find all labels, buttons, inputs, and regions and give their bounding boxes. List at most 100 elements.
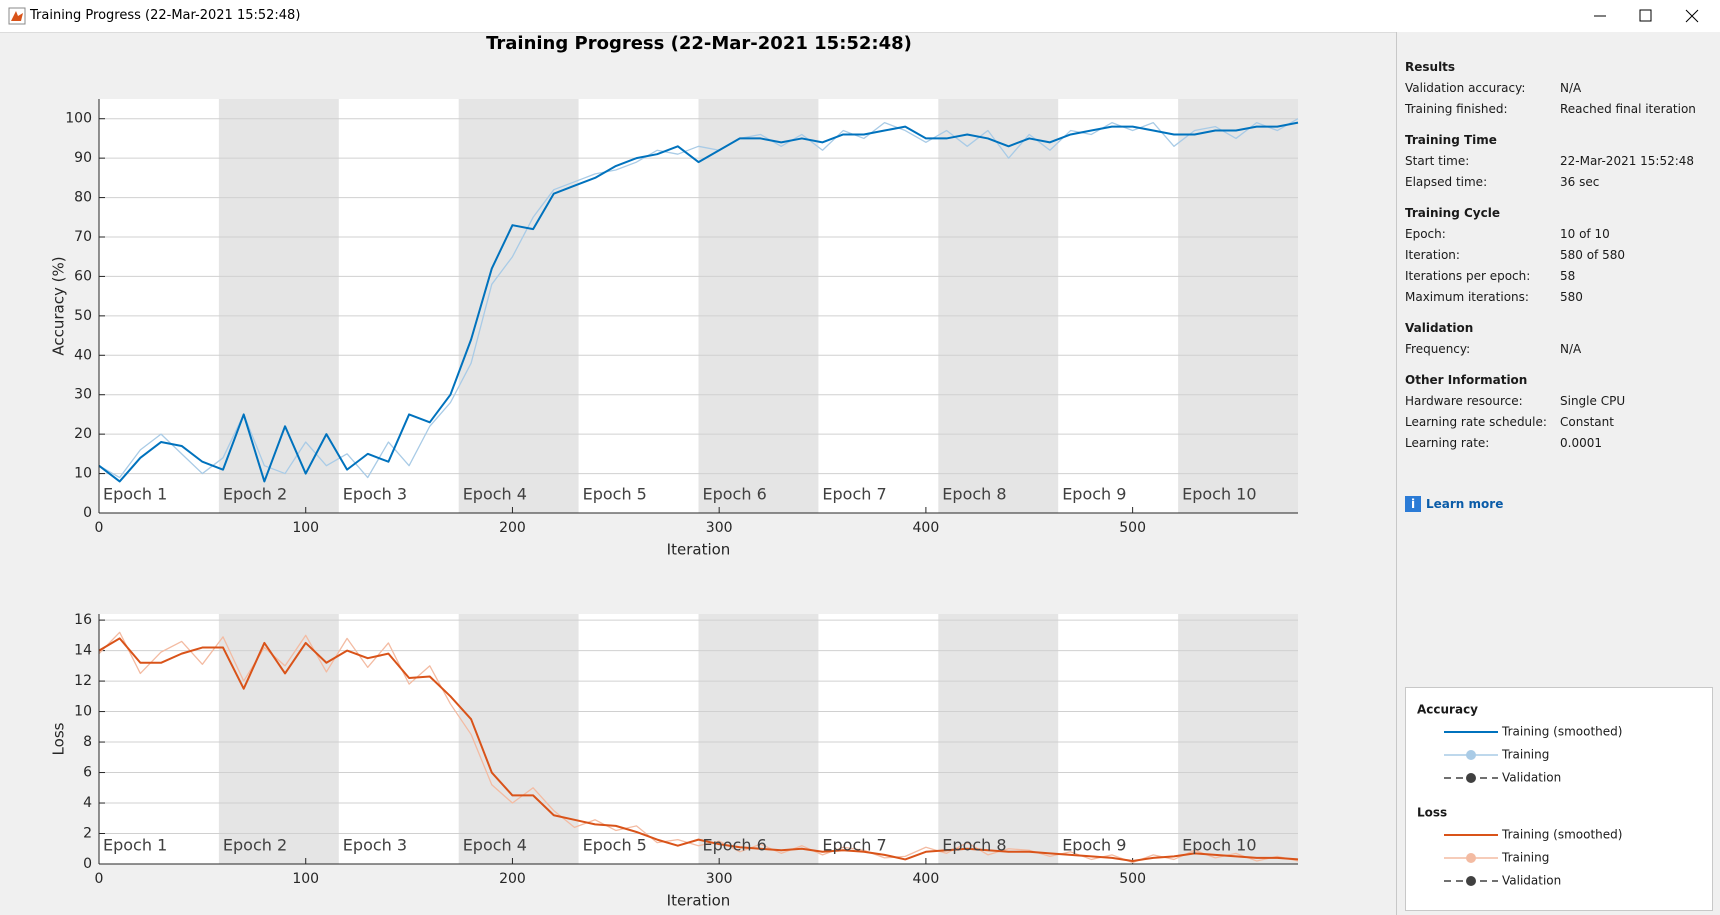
legend-label: Training <box>1501 851 1549 865</box>
y-tick-label: 70 <box>74 229 92 245</box>
x-tick-label: 400 <box>913 520 940 536</box>
field-value: Constant <box>1560 415 1614 429</box>
epoch-band <box>1178 614 1298 864</box>
field-label: Iteration: <box>1405 248 1460 262</box>
field-label: Iterations per epoch: <box>1405 269 1531 283</box>
field-value: Reached final iteration <box>1560 102 1696 116</box>
close-button[interactable] <box>1685 9 1699 23</box>
y-tick-label: 8 <box>83 734 92 750</box>
y-tick-label: 16 <box>74 612 92 628</box>
y-tick-label: 0 <box>83 856 92 872</box>
epoch-label: Epoch 1 <box>103 836 167 855</box>
y-axis-label: Loss <box>50 722 68 755</box>
epoch-label: Epoch 6 <box>703 836 767 855</box>
x-tick-label: 100 <box>292 871 319 887</box>
legend-marker <box>1466 773 1476 783</box>
legend-label: Validation <box>1502 874 1561 888</box>
epoch-label: Epoch 5 <box>583 836 647 855</box>
field-value: 580 of 580 <box>1560 248 1626 262</box>
legend-label: Training <box>1501 748 1549 762</box>
y-tick-label: 90 <box>74 150 92 166</box>
epoch-band <box>458 99 579 513</box>
epoch-band <box>698 614 819 864</box>
y-tick-label: 2 <box>83 826 92 842</box>
field-value: 36 sec <box>1560 175 1600 189</box>
x-tick-label: 300 <box>706 520 733 536</box>
y-tick-label: 14 <box>74 643 92 659</box>
window-controls <box>1594 9 1699 23</box>
epoch-label: Epoch 5 <box>583 485 647 504</box>
y-tick-label: 6 <box>83 765 92 781</box>
legend-group-title: Accuracy <box>1417 703 1478 717</box>
x-tick-label: 300 <box>706 871 733 887</box>
field-label: Frequency: <box>1405 342 1471 356</box>
field-label: Elapsed time: <box>1405 175 1488 189</box>
epoch-label: Epoch 3 <box>343 485 407 504</box>
epoch-label: Epoch 2 <box>223 836 287 855</box>
legend: Accuracy Training (smoothed) Training Valid… <box>1405 687 1713 911</box>
y-tick-label: 4 <box>83 795 92 811</box>
field-value: 580 <box>1560 290 1583 304</box>
field-value: 0.0001 <box>1560 436 1602 450</box>
maximize-button[interactable] <box>1639 9 1652 22</box>
x-tick-label: 200 <box>499 871 526 887</box>
y-tick-label: 10 <box>74 466 92 482</box>
y-tick-label: 30 <box>74 387 92 403</box>
x-tick-label: 0 <box>95 871 104 887</box>
epoch-label: Epoch 8 <box>942 485 1006 504</box>
field-value: N/A <box>1560 342 1582 356</box>
epoch-label: Epoch 8 <box>942 836 1006 855</box>
y-tick-label: 20 <box>74 426 92 442</box>
epoch-label: Epoch 10 <box>1182 485 1256 504</box>
y-tick-label: 10 <box>74 704 92 720</box>
window-title: Training Progress (22-Mar-2021 15:52:48) <box>30 8 301 23</box>
section-title: Results <box>1405 60 1456 74</box>
legend-marker <box>1466 876 1476 886</box>
epoch-label: Epoch 7 <box>822 485 886 504</box>
series-line <box>98 121 1299 483</box>
field-value: 10 of 10 <box>1560 227 1610 241</box>
info-icon: i <box>1405 496 1421 512</box>
x-axis-label: Iteration <box>667 541 731 559</box>
y-tick-label: 100 <box>65 111 92 127</box>
field-label: Learning rate schedule: <box>1405 415 1547 429</box>
epoch-label: Epoch 2 <box>223 485 287 504</box>
epoch-label: Epoch 3 <box>343 836 407 855</box>
epoch-band <box>458 614 579 864</box>
y-tick-label: 12 <box>74 673 92 689</box>
epoch-label: Epoch 6 <box>703 485 767 504</box>
field-label: Learning rate: <box>1405 436 1490 450</box>
field-label: Training finished: <box>1405 102 1508 116</box>
legend-svg: Accuracy Training (smoothed) Training Valid… <box>1417 703 1622 888</box>
field-value: N/A <box>1560 81 1582 95</box>
x-tick-label: 0 <box>95 520 104 536</box>
y-tick-label: 50 <box>74 308 92 324</box>
learn-more-link[interactable]: Learn more <box>1426 497 1504 511</box>
legend-label: Training (smoothed) <box>1501 725 1622 739</box>
field-value: 22-Mar-2021 15:52:48 <box>1560 154 1695 168</box>
epoch-band <box>698 99 819 513</box>
title-bar: Training Progress (22-Mar-2021 15:52:48) <box>0 0 1720 33</box>
epoch-label: Epoch 4 <box>463 836 527 855</box>
epoch-label: Epoch 7 <box>822 836 886 855</box>
section-title: Training Cycle <box>1405 206 1500 220</box>
x-tick-label: 100 <box>292 520 319 536</box>
legend-label: Validation <box>1502 771 1561 785</box>
field-value: Single CPU <box>1560 394 1626 408</box>
y-tick-label: 80 <box>74 190 92 206</box>
x-tick-label: 500 <box>1119 871 1146 887</box>
field-label: Validation accuracy: <box>1405 81 1526 95</box>
section-title: Training Time <box>1405 133 1497 147</box>
epoch-label: Epoch 1 <box>103 485 167 504</box>
y-tick-label: 40 <box>74 347 92 363</box>
epoch-band <box>938 99 1059 513</box>
y-tick-label: 0 <box>83 505 92 521</box>
legend-marker <box>1466 750 1476 760</box>
epoch-band <box>218 99 339 513</box>
field-label: Epoch: <box>1405 227 1446 241</box>
chart-title: Training Progress (22-Mar-2021 15:52:48) <box>486 33 912 54</box>
epoch-band <box>1178 99 1298 513</box>
epoch-band <box>218 614 339 864</box>
legend-marker <box>1466 853 1476 863</box>
